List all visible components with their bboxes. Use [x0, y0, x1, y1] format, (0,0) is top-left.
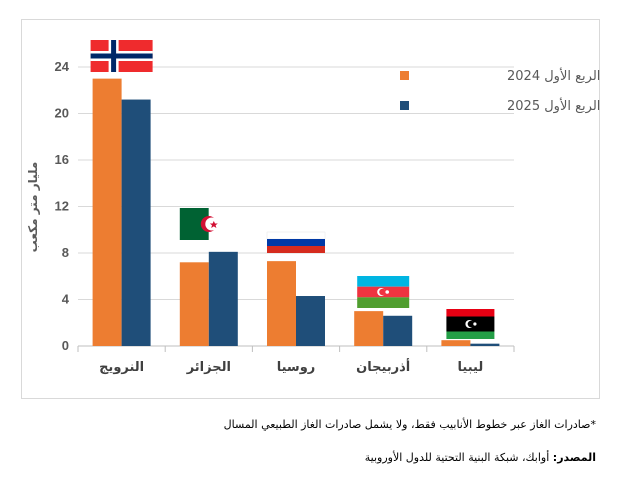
- libya-flag: [446, 309, 495, 339]
- flag-red: [267, 246, 325, 253]
- flag-white: [266, 231, 326, 240]
- flag-red: [446, 309, 495, 317]
- flag-star: [209, 221, 218, 228]
- x-tick-label: النرويج: [99, 360, 144, 375]
- flag-star: [385, 290, 390, 294]
- bar: [267, 261, 296, 346]
- norway-flag: [90, 40, 153, 72]
- algeria-flag: [179, 208, 238, 240]
- x-tick-label: روسيا: [277, 360, 316, 375]
- y-tick-label: 12: [55, 199, 69, 214]
- x-tick-label: أذربيجان: [356, 358, 410, 375]
- bar: [296, 296, 325, 346]
- x-tick-label: الجزائر: [186, 360, 231, 375]
- y-tick-label: 4: [62, 292, 70, 307]
- flag-cross: [90, 53, 153, 59]
- flag-blue: [357, 276, 410, 287]
- y-tick-label: 24: [55, 59, 70, 74]
- bar: [470, 343, 500, 346]
- source-text: أوابك، شبكة البنية التحتية للدول الأوروب…: [364, 451, 553, 464]
- x-tick-label: ليبيا: [458, 360, 484, 375]
- flag-crescent-cut: [467, 320, 475, 328]
- bar: [354, 311, 384, 346]
- bar: [208, 251, 238, 346]
- bar: [121, 99, 151, 346]
- bar-chart: 0 4 8 12 16 20 24 النرويج الجزائر روسيا أذربيجان لي…: [26, 40, 600, 375]
- y-tick-label: 0: [62, 338, 69, 353]
- y-axis-label: مليار متر مكعب: [26, 162, 40, 253]
- flag-green: [446, 331, 495, 339]
- bar: [179, 262, 209, 346]
- legend-entry: الربع الأول 2025: [507, 97, 600, 114]
- y-tick-label: 8: [62, 245, 69, 260]
- footnote: *صادرات الغاز عبر خطوط الأنابيب فقط، ولا…: [223, 418, 596, 431]
- flag-green: [357, 297, 410, 308]
- legend-swatch: [400, 71, 409, 80]
- bar: [92, 78, 122, 346]
- flag-blue: [267, 239, 325, 246]
- chart-frame: [21, 19, 600, 399]
- legend-swatch: [400, 101, 409, 110]
- azerbaijan-flag: [357, 276, 410, 308]
- source-line: المصدر: أوابك، شبكة البنية التحتية للدول…: [365, 451, 596, 464]
- flag-star: [473, 322, 477, 326]
- russia-flag: [266, 231, 326, 253]
- bar: [383, 315, 413, 346]
- bar: [441, 340, 471, 346]
- y-tick-label: 20: [55, 106, 69, 121]
- source-label: المصدر:: [552, 451, 596, 464]
- flag-crescent-cut: [379, 288, 386, 296]
- legend-entry: الربع الأول 2024: [507, 67, 600, 84]
- y-tick-label: 16: [55, 152, 69, 167]
